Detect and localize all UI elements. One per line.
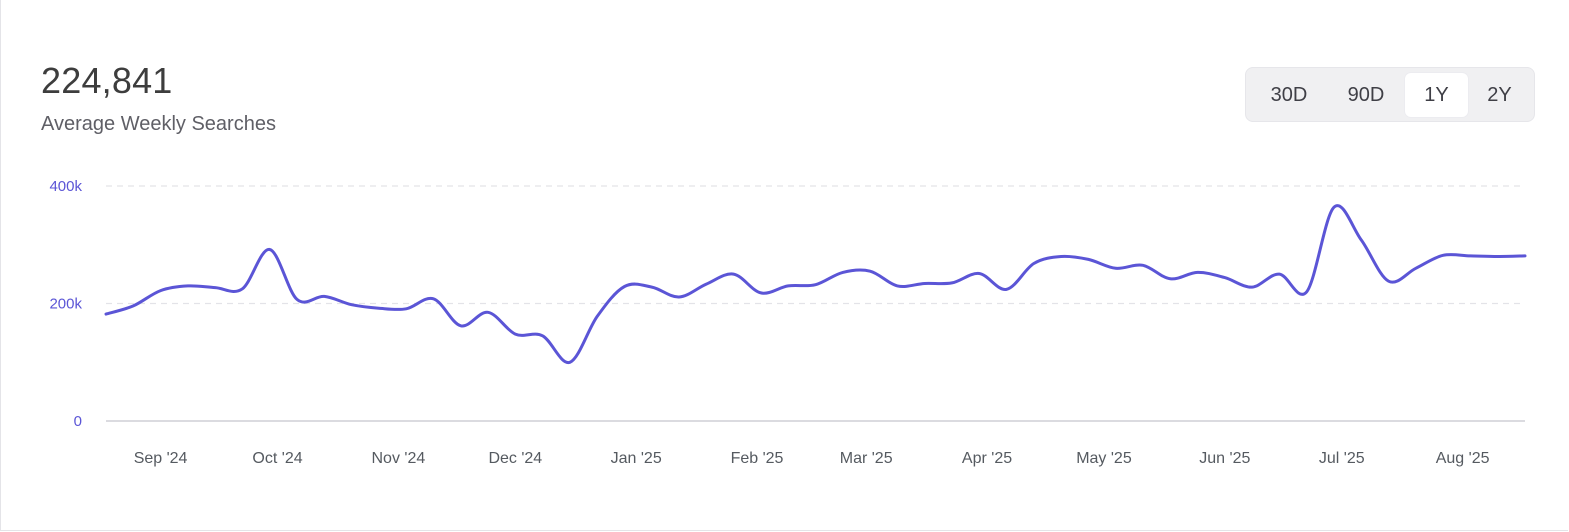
x-tick-label-Nov-24: Nov '24 [372,450,426,467]
x-tick-label-Jun-25: Jun '25 [1199,450,1250,467]
x-tick-label-Feb-25: Feb '25 [731,450,784,467]
x-tick-label-Jul-25: Jul '25 [1319,450,1365,467]
x-tick-label-Dec-24: Dec '24 [488,450,542,467]
range-2y-button[interactable]: 2Y [1487,84,1512,106]
x-tick-label-Jan-25: Jan '25 [611,450,662,467]
y-tick-label-0: 0 [74,413,82,430]
range-30d-button[interactable]: 30D [1270,84,1308,106]
x-tick-label-Mar-25: Mar '25 [840,450,893,467]
x-tick-label-May-25: May '25 [1076,450,1132,467]
average-weekly-searches-value: 224,841 [41,60,173,101]
y-tick-label-200k: 200k [49,296,82,313]
x-tick-label-Oct-24: Oct '24 [252,450,302,467]
x-tick-label-Sep-24: Sep '24 [134,450,188,467]
x-tick-label-Aug-25: Aug '25 [1436,450,1490,467]
x-tick-label-Apr-25: Apr '25 [962,450,1012,467]
range-90d-button[interactable]: 90D [1347,84,1385,106]
average-weekly-searches-label: Average Weekly Searches [41,113,276,135]
series-line-0 [104,204,1527,364]
time-range-selector: 30D 90D 1Y 2Y [1245,67,1535,122]
y-tick-label-400k: 400k [49,178,82,195]
range-1y-button[interactable]: 1Y [1405,73,1468,117]
